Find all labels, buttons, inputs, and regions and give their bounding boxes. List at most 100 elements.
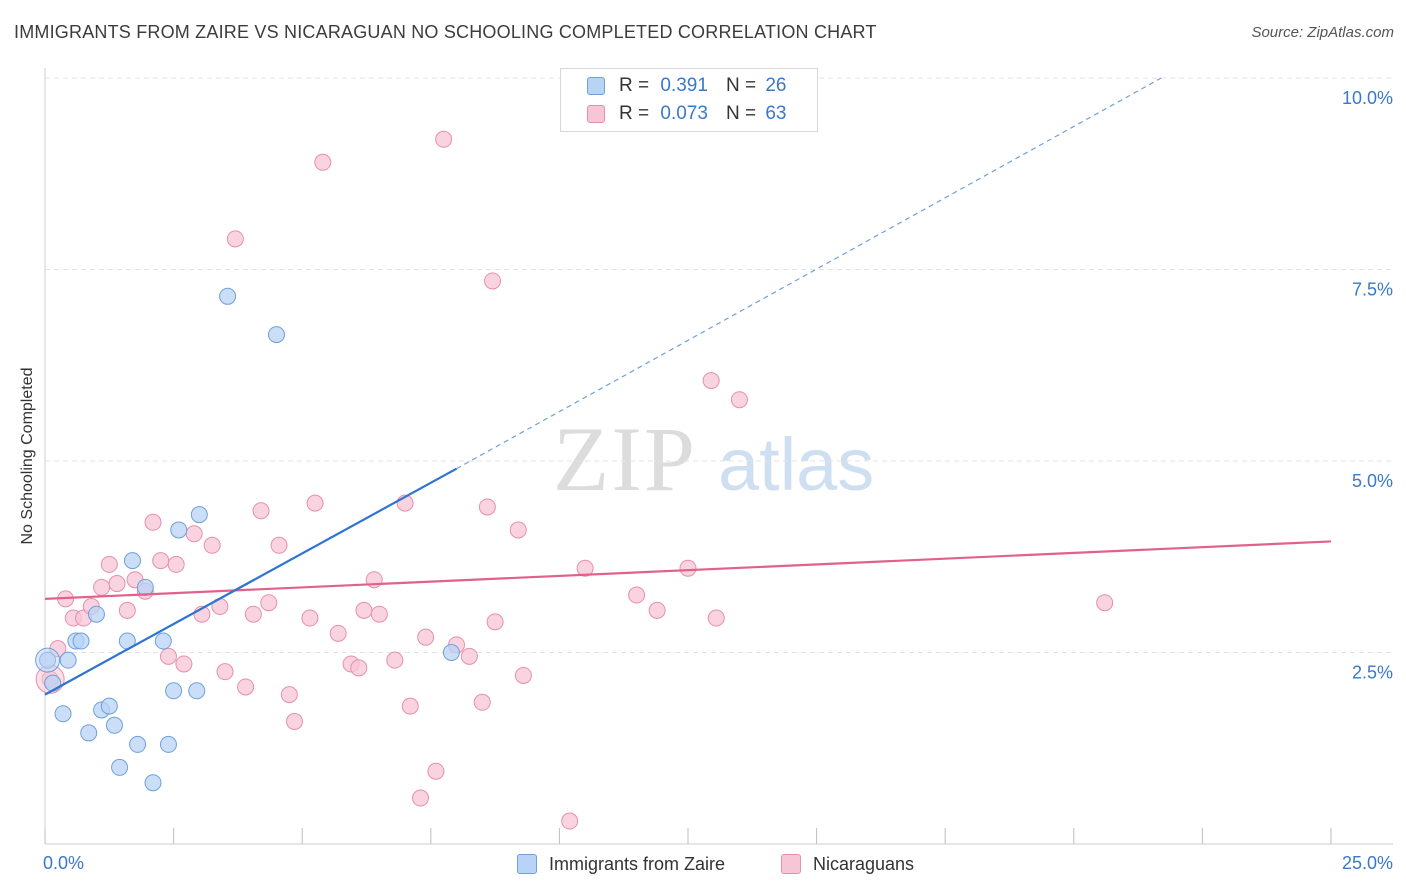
x-tick-label: 0.0% [43, 853, 84, 873]
y-tick-label: 5.0% [1352, 471, 1393, 491]
data-point-nicaraguans [1096, 594, 1114, 612]
data-point-nicaraguans [628, 586, 646, 604]
data-point-nicaraguans [285, 712, 303, 730]
data-point-nicaraguans [226, 230, 244, 248]
data-point-zaire [159, 735, 177, 753]
data-point-zaire [165, 682, 183, 700]
legend-r-value: 0.073 [660, 103, 708, 124]
x-tick-label: 25.0% [1342, 853, 1393, 873]
axes [44, 68, 1393, 845]
legend-n-value: 26 [765, 75, 787, 96]
series-immigrants-from-zaire [35, 287, 460, 792]
data-point-nicaraguans [576, 559, 594, 577]
data-point-nicaraguans [679, 559, 697, 577]
data-point-nicaraguans [280, 686, 298, 704]
chart-source: Source: ZipAtlas.com [1251, 24, 1394, 41]
correlation-legend: R = 0.391 N = 26 R = 0.073 N = 63 [560, 68, 818, 132]
data-point-nicaraguans [260, 594, 278, 612]
data-point-nicaraguans [167, 555, 185, 573]
legend-swatch-pink [587, 105, 605, 123]
data-point-nicaraguans [355, 601, 373, 619]
data-point-zaire [154, 632, 172, 650]
legend-row-nicaraguans: R = 0.073 N = 63 [587, 102, 786, 126]
data-point-nicaraguans [252, 502, 270, 520]
bottom-legend-label-nicaraguans: Nicaraguans [813, 853, 915, 874]
data-point-nicaraguans [314, 153, 332, 171]
data-point-zaire [59, 651, 77, 669]
data-point-zaire [267, 326, 285, 344]
watermark-zip: ZIP [553, 408, 697, 510]
data-point-nicaraguans [460, 647, 478, 665]
data-point-nicaraguans [144, 513, 162, 531]
grid-lines [45, 77, 1393, 653]
data-point-zaire [170, 521, 188, 539]
data-point-nicaraguans [118, 601, 136, 619]
data-point-nicaraguans [486, 613, 504, 631]
trend-line-zaire-extension [456, 77, 1162, 470]
bottom-legend-swatch-pink [781, 854, 801, 874]
legend-r-value: 0.391 [660, 75, 708, 96]
legend-r-label: R = [619, 75, 650, 96]
bottom-legend-zaire: Immigrants from Zaire [517, 852, 725, 876]
data-point-nicaraguans [306, 494, 324, 512]
data-point-nicaraguans [370, 605, 388, 623]
data-point-zaire [123, 552, 141, 570]
data-point-zaire [144, 774, 162, 792]
data-point-zaire [111, 758, 129, 776]
data-point-zaire [72, 632, 90, 650]
data-point-nicaraguans [401, 697, 419, 715]
y-tick-label: 2.5% [1352, 663, 1393, 683]
data-point-zaire [442, 644, 460, 661]
data-point-nicaraguans [707, 609, 725, 627]
data-point-zaire [190, 506, 208, 524]
data-point-zaire [44, 674, 62, 692]
data-point-nicaraguans [509, 521, 527, 539]
data-point-nicaraguans [514, 666, 532, 684]
data-point-nicaraguans [301, 609, 319, 627]
y-tick-label: 7.5% [1352, 280, 1393, 300]
data-point-nicaraguans [159, 647, 177, 665]
data-point-nicaraguans [152, 552, 170, 570]
series-nicaraguans [35, 130, 1114, 830]
data-point-zaire [188, 682, 206, 700]
data-point-nicaraguans [108, 575, 126, 593]
data-point-nicaraguans [329, 624, 347, 642]
legend-r-label: R = [619, 103, 650, 124]
trend-line-nicaraguans [44, 540, 1332, 600]
data-point-nicaraguans [561, 812, 579, 830]
data-point-zaire [219, 287, 237, 305]
data-point-nicaraguans [237, 678, 255, 696]
bottom-legend-label-zaire: Immigrants from Zaire [549, 853, 726, 874]
data-point-nicaraguans [350, 659, 368, 677]
data-point-nicaraguans [473, 693, 491, 711]
data-point-nicaraguans [93, 578, 111, 596]
chart-title: IMMIGRANTS FROM ZAIRE VS NICARAGUAN NO S… [14, 22, 877, 42]
data-point-nicaraguans [648, 601, 666, 619]
legend-n-label: N = [725, 103, 757, 124]
data-point-nicaraguans [412, 789, 430, 807]
data-point-nicaraguans [244, 605, 262, 623]
data-point-nicaraguans [484, 272, 502, 290]
data-point-nicaraguans [478, 498, 496, 516]
data-point-nicaraguans [270, 536, 288, 554]
data-point-zaire [129, 735, 147, 753]
legend-row-zaire: R = 0.391 N = 26 [587, 74, 786, 98]
bottom-legend-nicaraguans: Nicaraguans [781, 852, 914, 876]
data-point-nicaraguans [417, 628, 435, 646]
trend-line-zaire [44, 467, 458, 696]
watermark: ZIP atlas [553, 408, 874, 510]
data-point-nicaraguans [435, 130, 453, 148]
bottom-legend-swatch-blue [517, 854, 537, 874]
data-point-nicaraguans [185, 525, 203, 543]
data-point-zaire [80, 724, 98, 742]
trend-lines [44, 77, 1332, 696]
legend-n-label: N = [725, 75, 757, 96]
data-point-zaire [54, 705, 72, 723]
tick-labels: 2.5% 5.0% 7.5% 10.0% 0.0% 25.0% [43, 88, 1393, 873]
data-point-nicaraguans [386, 651, 404, 669]
data-point-nicaraguans [702, 372, 720, 390]
data-point-zaire [136, 578, 154, 596]
watermark-atlas: atlas [718, 423, 874, 506]
data-point-zaire [87, 605, 105, 623]
